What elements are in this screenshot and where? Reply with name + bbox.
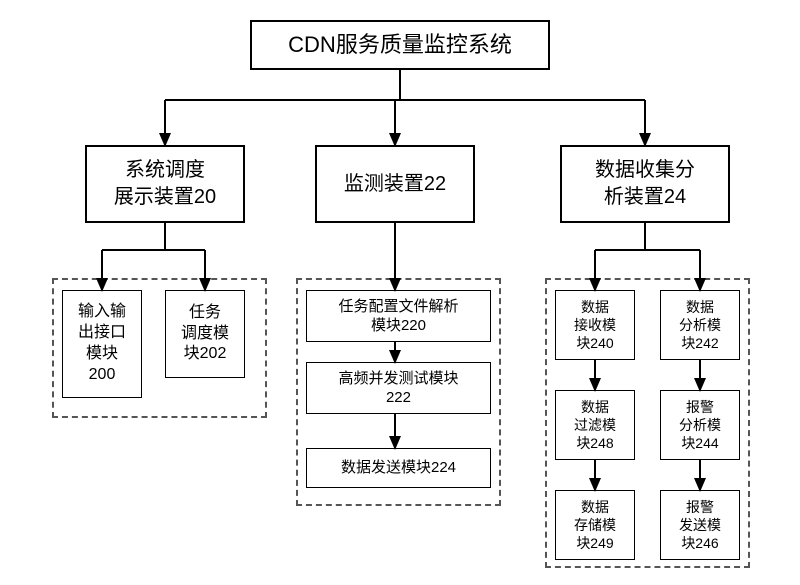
branch-2-node: 数据收集分 析装置24	[560, 145, 730, 223]
branch-0-child-0-label: 输入输 出接口 模块 200	[78, 302, 126, 385]
branch-1-child-0-label: 任务配置文件解析 模块220	[338, 297, 458, 336]
branch-2-right-1: 报警 分析模 块244	[660, 390, 740, 460]
branch-2-right-2-label: 报警 发送模 块246	[679, 498, 721, 553]
branch-1-label: 监测装置22	[344, 171, 446, 198]
branch-0-child-1: 任务 调度模 块202	[165, 290, 245, 378]
branch-2-left-0: 数据 接收模 块240	[555, 290, 635, 360]
branch-2-right-0-label: 数据 分析模 块242	[679, 298, 721, 353]
branch-2-label: 数据收集分 析装置24	[595, 157, 695, 211]
branch-0-child-1-label: 任务 调度模 块202	[181, 303, 229, 365]
root-node: CDN服务质量监控系统	[250, 20, 550, 70]
branch-2-right-2: 报警 发送模 块246	[660, 490, 740, 560]
branch-1-child-1-label: 高频并发测试模块 222	[338, 369, 458, 408]
branch-0-node: 系统调度 展示装置20	[85, 145, 245, 223]
branch-2-left-0-label: 数据 接收模 块240	[574, 298, 616, 353]
branch-2-left-1: 数据 过滤模 块248	[555, 390, 635, 460]
root-label: CDN服务质量监控系统	[288, 30, 512, 60]
branch-2-left-1-label: 数据 过滤模 块248	[574, 398, 616, 453]
branch-2-right-0: 数据 分析模 块242	[660, 290, 740, 360]
branch-2-left-2-label: 数据 存储模 块249	[574, 498, 616, 553]
branch-2-right-1-label: 报警 分析模 块244	[679, 398, 721, 453]
branch-0-child-0: 输入输 出接口 模块 200	[62, 290, 142, 398]
branch-1-child-2-label: 数据发送模块224	[341, 458, 456, 478]
branch-2-left-2: 数据 存储模 块249	[555, 490, 635, 560]
branch-1-child-2: 数据发送模块224	[306, 448, 491, 488]
branch-1-child-1: 高频并发测试模块 222	[306, 362, 491, 414]
branch-1-child-0: 任务配置文件解析 模块220	[306, 290, 491, 342]
branch-0-label: 系统调度 展示装置20	[114, 157, 216, 211]
branch-1-node: 监测装置22	[315, 145, 475, 223]
